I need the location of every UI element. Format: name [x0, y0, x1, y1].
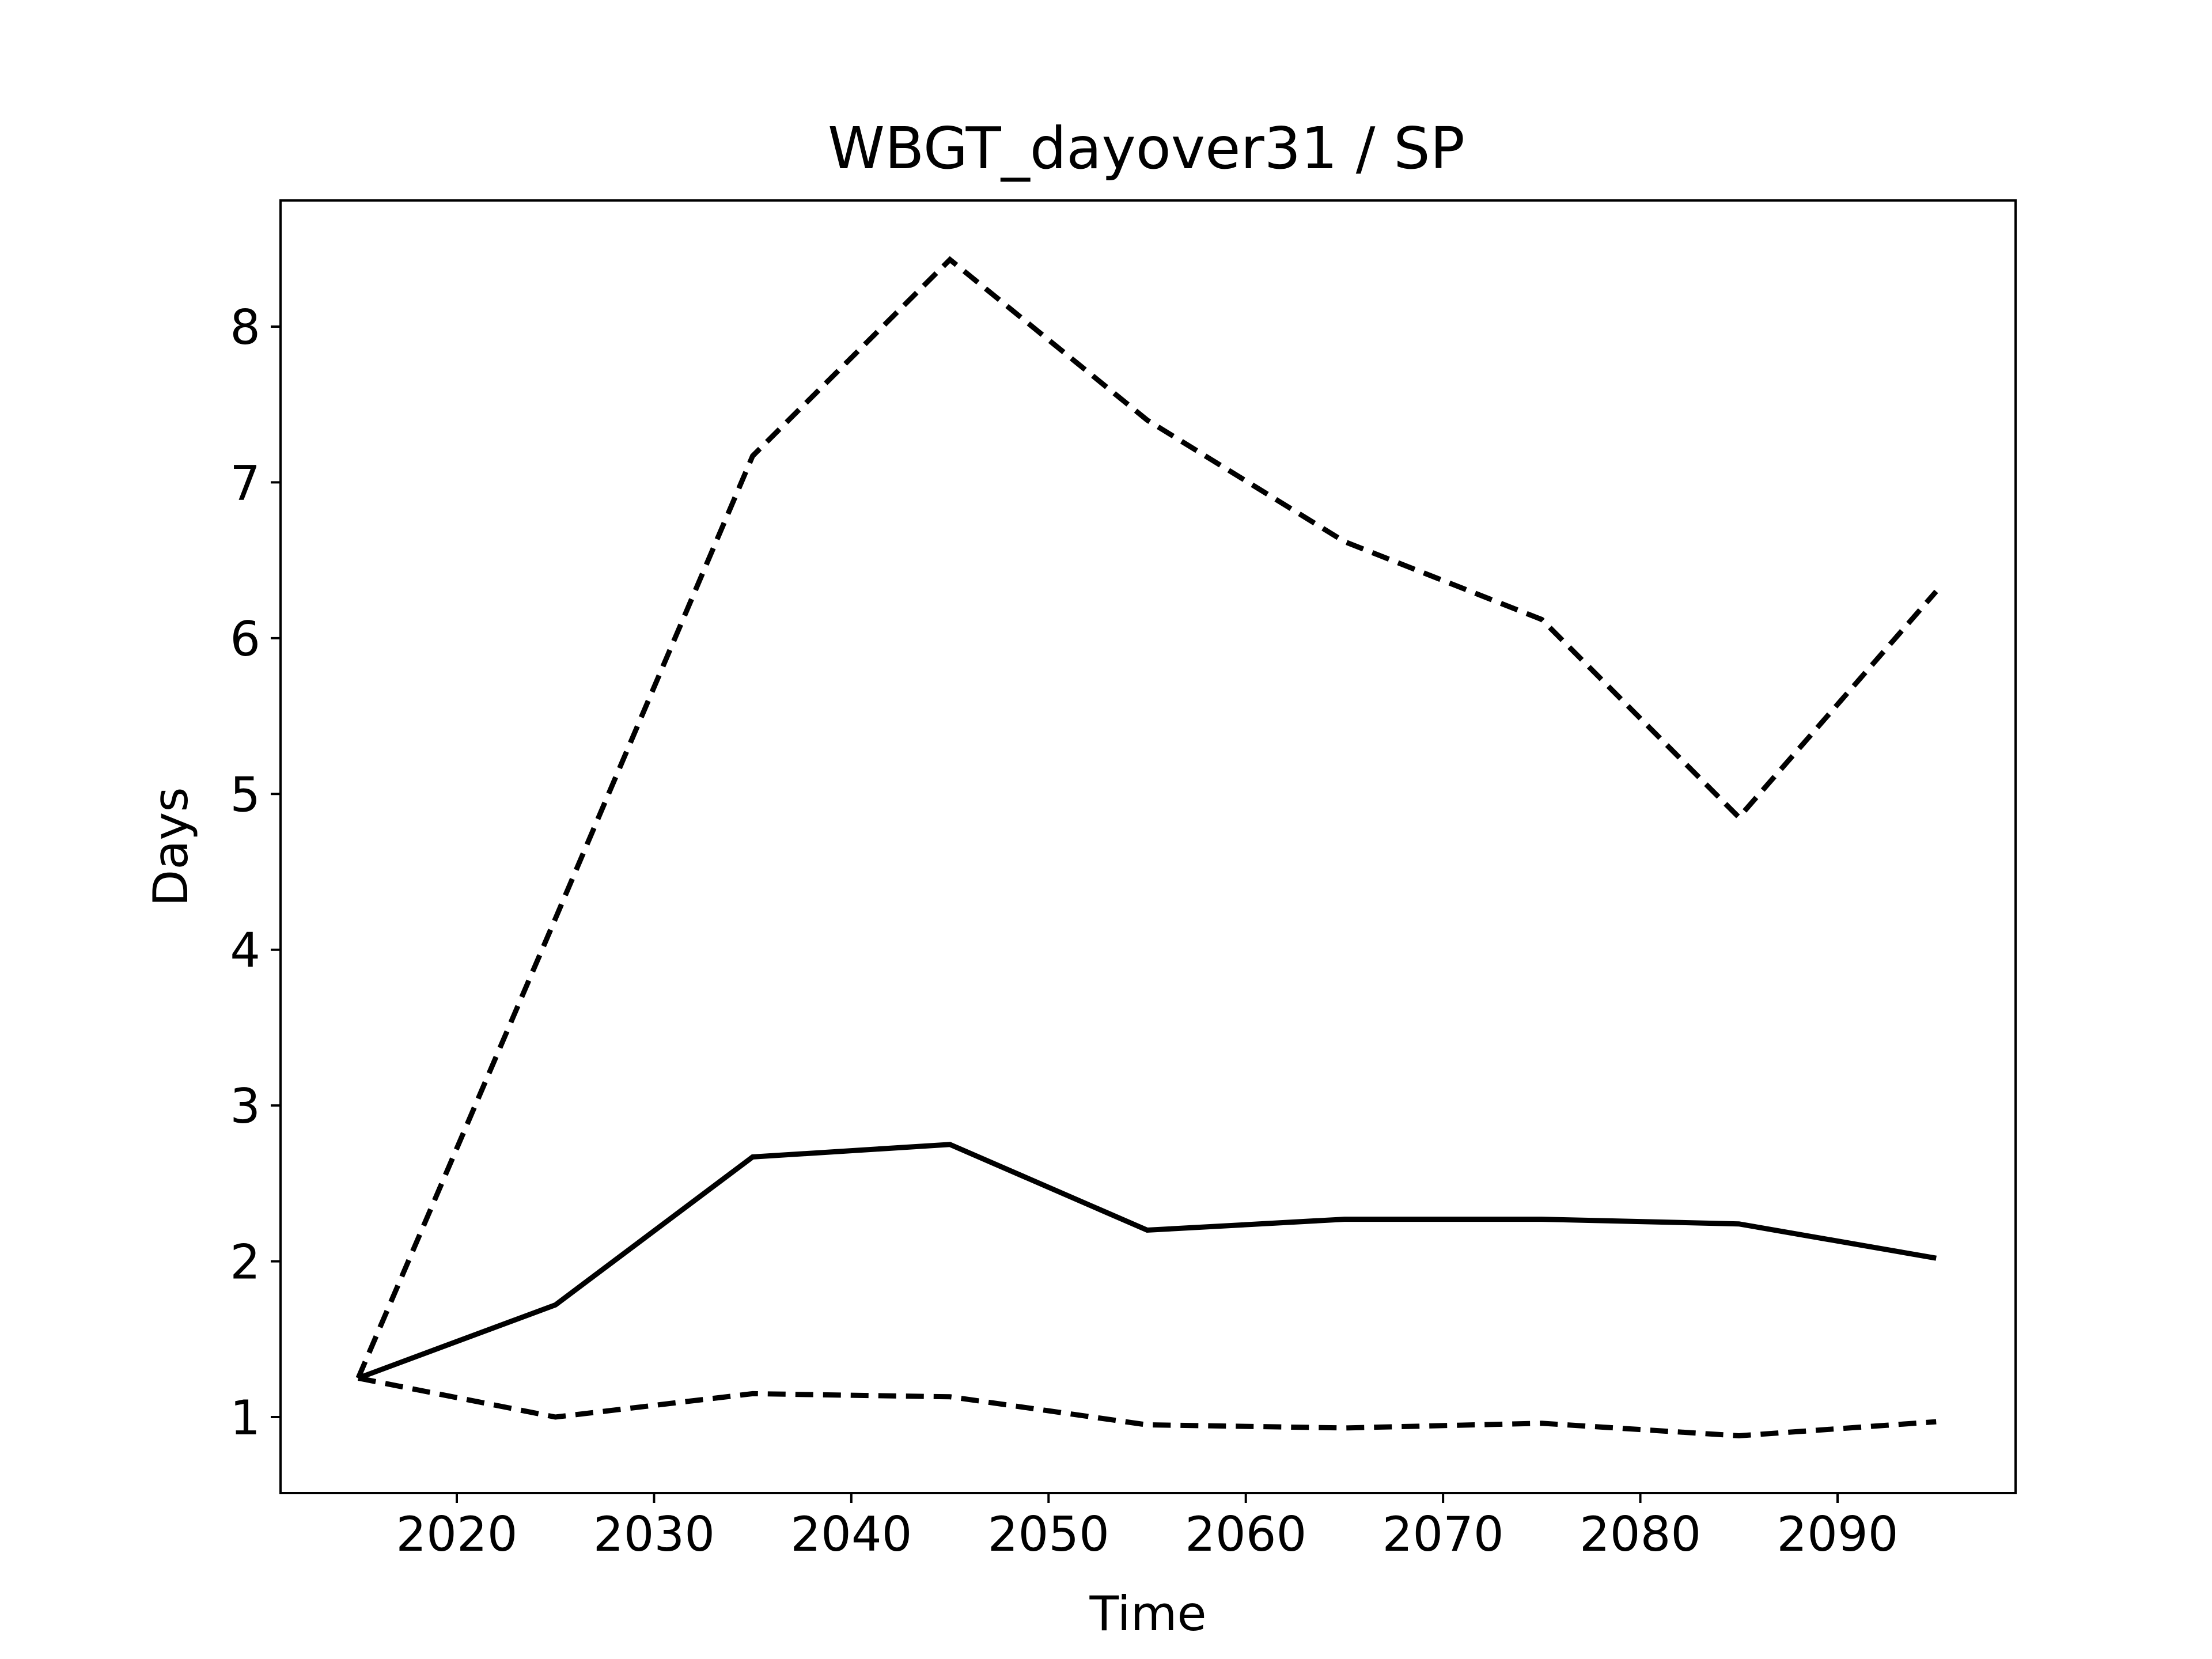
y-tick-label: 6 [230, 611, 260, 667]
plot-frame [279, 199, 2017, 1494]
x-tick-label: 2030 [593, 1506, 715, 1562]
y-tick-label: 5 [230, 767, 260, 823]
y-axis-title: Days [143, 787, 199, 906]
y-tick-label: 7 [230, 455, 260, 511]
x-tick-label: 2070 [1382, 1506, 1504, 1562]
y-tick-label: 3 [230, 1078, 260, 1134]
x-tick-label: 2020 [396, 1506, 517, 1562]
x-tick-label: 2080 [1580, 1506, 1701, 1562]
y-axis-ticks: 1 2 3 4 5 6 7 8 [230, 300, 281, 1446]
series-line-2 [357, 1142, 1937, 1381]
y-tick-label: 1 [230, 1390, 260, 1446]
series-line-1 [355, 256, 1938, 1380]
series-layer [355, 256, 1938, 1439]
y-tick-label: 2 [230, 1234, 260, 1290]
y-tick-label: 4 [230, 923, 260, 979]
x-axis-ticks: 2020 2030 2040 2050 2060 2070 2080 2090 [396, 1493, 1899, 1562]
x-tick-label: 2040 [790, 1506, 912, 1562]
x-axis-title: Time [1089, 1586, 1206, 1642]
chart-title: WBGT_dayover31 / SP [828, 115, 1465, 182]
x-tick-label: 2090 [1777, 1506, 1898, 1562]
x-tick-label: 2050 [988, 1506, 1109, 1562]
x-tick-label: 2060 [1185, 1506, 1306, 1562]
y-tick-label: 8 [230, 300, 260, 355]
